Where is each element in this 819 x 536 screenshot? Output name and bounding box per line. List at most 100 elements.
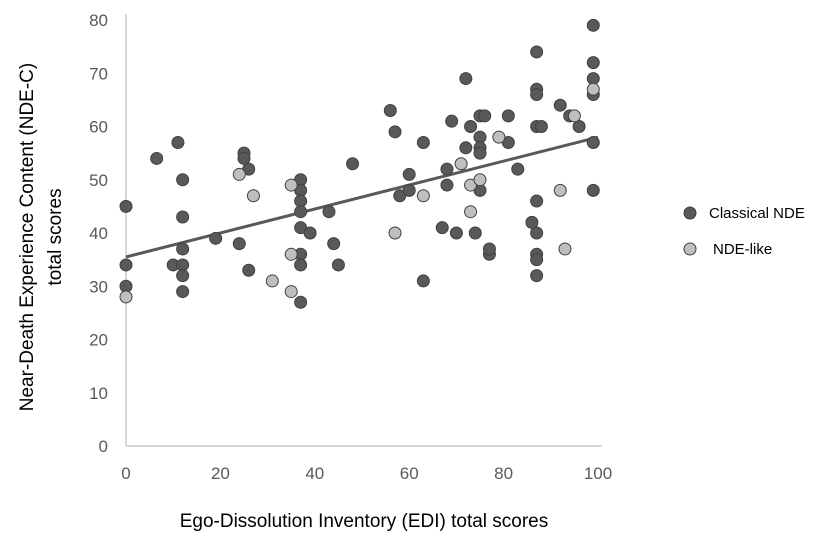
data-points [119,18,600,309]
nde-like-point [492,130,506,144]
legend-marker-nde-like [683,242,697,256]
classical-nde-point [388,125,402,139]
legend: Classical NDE NDE-like [683,205,805,258]
classical-nde-point [176,173,190,187]
x-tick-label: 0 [121,464,130,483]
classical-nde-point [530,226,544,240]
classical-nde-point [440,162,454,176]
nde-like-point [388,226,402,240]
classical-nde-point [525,215,539,229]
classical-nde-point [294,205,308,219]
axes [125,14,602,447]
classical-nde-point [303,226,317,240]
y-tick-label: 60 [89,118,108,137]
classical-nde-point [119,258,133,272]
classical-nde-point [176,285,190,299]
classical-nde-point [534,120,548,133]
nde-like-point [119,290,133,304]
classical-nde-point [553,98,567,112]
classical-nde-point [530,45,544,59]
classical-nde-point [176,242,190,256]
classical-nde-point [478,109,492,123]
classical-nde-point [416,274,430,288]
classical-nde-point [242,263,256,277]
classical-nde-point [294,295,308,309]
nde-like-point [265,274,279,288]
classical-nde-point [294,258,308,272]
legend-label-nde-like: NDE-like [713,241,772,258]
nde-like-point [246,189,260,203]
x-tick-label: 100 [584,464,612,483]
y-tick-label: 40 [89,224,108,243]
nde-like-point [416,189,430,203]
x-tick-label: 20 [211,464,230,483]
classical-nde-point [586,183,600,197]
x-tick-label: 60 [400,464,419,483]
classical-nde-point [327,237,341,251]
classical-nde-point [171,135,185,149]
classical-nde-point [402,167,416,181]
y-tick-label: 10 [89,384,108,403]
nde-like-point [553,183,567,197]
classical-nde-point [232,237,246,251]
classical-nde-point [209,231,223,245]
classical-nde-point [331,258,345,272]
classical-nde-point [459,141,473,155]
classical-nde-point [402,183,416,197]
classical-nde-point [150,151,164,165]
classical-nde-point [322,205,336,219]
classical-nde-point [586,18,600,32]
classical-nde-point [383,104,397,118]
y-tick-label: 0 [99,437,108,456]
classical-nde-point [586,56,600,70]
classical-nde-point [530,269,544,283]
classical-nde-point [482,242,496,256]
legend-marker-classical-nde [683,206,697,220]
legend-label-classical-nde: Classical NDE [709,205,805,222]
classical-nde-point [586,135,600,149]
y-tick-label: 50 [89,171,108,190]
classical-nde-point [464,120,478,133]
y-axis-title-line-1: Near-Death Experience Content (NDE-C) [17,63,38,411]
classical-nde-point [501,109,515,123]
tick-labels: 0 20 40 60 80 100 0 10 20 30 40 50 60 70 80 [89,11,612,483]
classical-nde-point [440,178,454,192]
classical-nde-point [176,269,190,283]
x-tick-label: 80 [494,464,513,483]
nde-like-point [454,157,468,171]
x-tick-label: 40 [305,464,324,483]
classical-nde-point [435,221,449,235]
nde-like-point [567,109,581,123]
y-tick-label: 70 [89,64,108,83]
classical-nde-point [176,210,190,224]
nde-like-point [586,82,600,96]
classical-nde-point [449,226,463,240]
x-axis-title: Ego-Dissolution Inventory (EDI) total sc… [180,511,549,532]
nde-like-point [558,242,572,256]
nde-like-point [284,285,298,299]
classical-nde-point [237,151,251,165]
classical-nde-point [459,72,473,86]
nde-like-point [464,205,478,219]
classical-nde-point [468,226,482,240]
y-tick-label: 20 [89,331,108,350]
nde-like-point [284,178,298,192]
nde-like-point [232,167,246,181]
classical-nde-point [530,194,544,208]
classical-nde-point [346,157,360,171]
classical-nde-point [530,253,544,267]
nde-like-point [473,173,487,187]
nde-like-point [284,247,298,261]
y-tick-label: 30 [89,277,108,296]
classical-nde-point [511,162,525,176]
trendline-line [125,135,599,259]
classical-nde-point [530,88,544,102]
y-tick-label: 80 [89,11,108,30]
trendline [125,135,599,259]
classical-nde-point [416,135,430,149]
classical-nde-point [473,146,487,160]
classical-nde-point [119,199,133,213]
y-axis-title-line-2: total scores [45,188,66,285]
classical-nde-point [445,114,459,128]
